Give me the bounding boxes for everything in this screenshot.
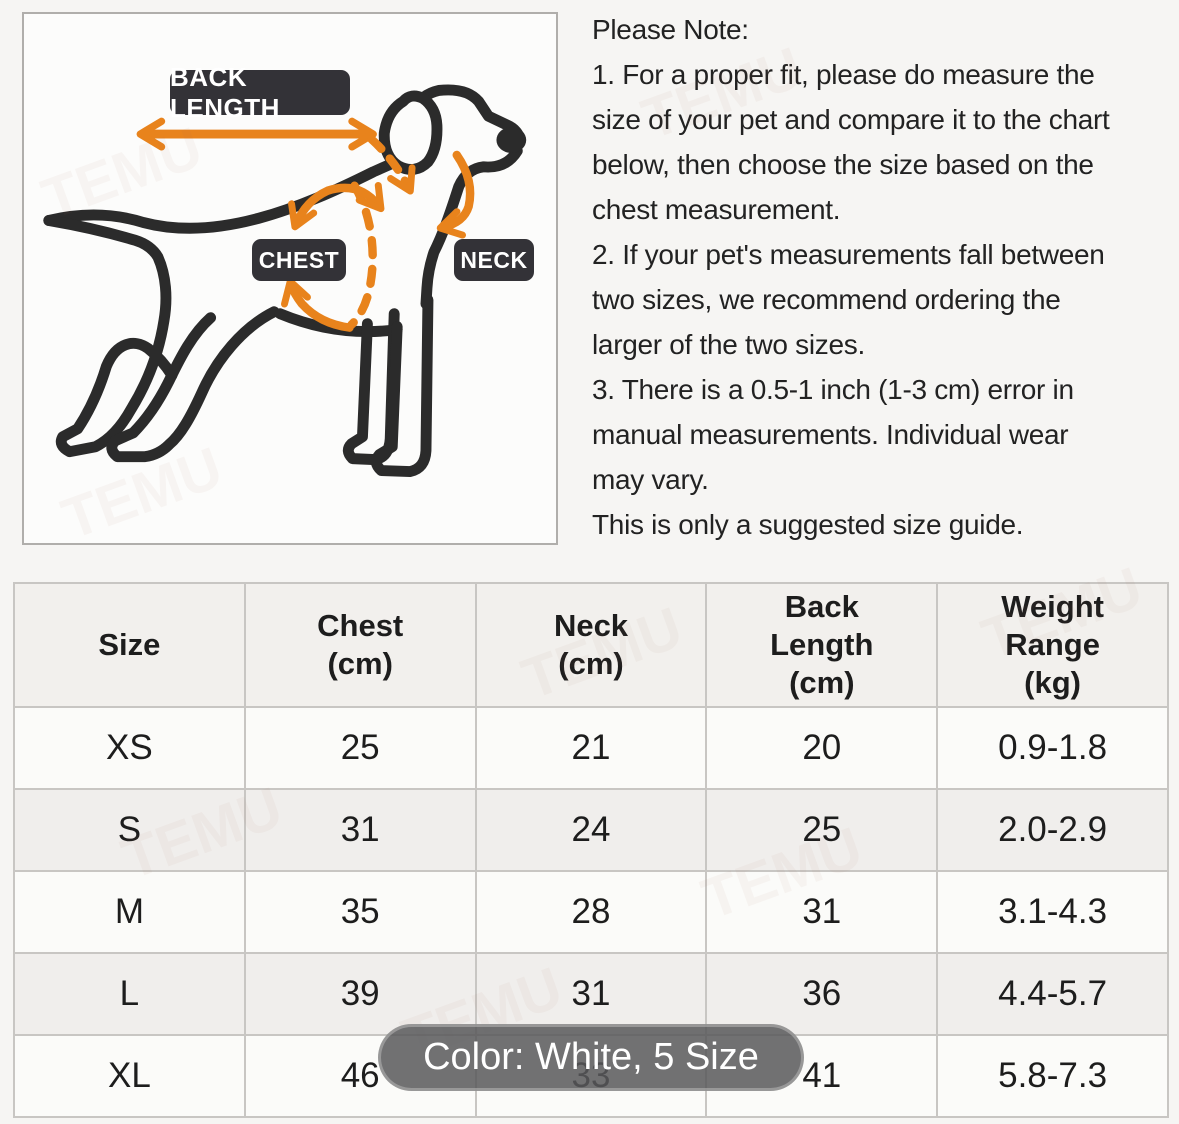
chest-girth-dashes (347, 181, 377, 329)
cell-chest: 39 (243, 952, 477, 1036)
cell-back-length: 25 (705, 788, 939, 872)
cell-chest: 31 (243, 788, 477, 872)
chest-label: CHEST (252, 239, 346, 281)
table-row: L 39 31 36 4.4-5.7 (13, 952, 1169, 1036)
notes-line: 3. There is a 0.5-1 inch (1-3 cm) error … (592, 374, 1074, 405)
notes-line: below, then choose the size based on the (592, 149, 1094, 180)
neck-girth-arrow (436, 150, 475, 239)
dog-diagram-svg (43, 84, 527, 477)
cell-weight: 2.0-2.9 (936, 788, 1169, 872)
notes-line: larger of the two sizes. (592, 329, 865, 360)
back-length-label: BACK LENGTH (170, 62, 350, 123)
color-size-caption-pill: Color: White, 5 Size (378, 1024, 804, 1091)
notes-line: 2. If your pet's measurements fall betwe… (592, 239, 1105, 270)
table-row: XS 25 21 20 0.9-1.8 (13, 706, 1169, 790)
notes-line: 1. For a proper fit, please do measure t… (592, 59, 1095, 90)
cell-weight: 0.9-1.8 (936, 706, 1169, 790)
cell-size: L (13, 952, 246, 1036)
col-header-weight: Weight Range (kg) (936, 582, 1169, 708)
cell-neck: 31 (474, 952, 708, 1036)
dog-nose (496, 127, 527, 153)
table-row: S 31 24 25 2.0-2.9 (13, 788, 1169, 872)
cell-chest: 25 (243, 706, 477, 790)
table-row: M 35 28 31 3.1-4.3 (13, 870, 1169, 954)
cell-back-length: 31 (705, 870, 939, 954)
measurement-arrows (136, 117, 475, 332)
notes-title: Please Note: (592, 14, 749, 45)
cell-weight: 4.4-5.7 (936, 952, 1169, 1036)
cell-neck: 21 (474, 706, 708, 790)
dog-ear (378, 90, 443, 175)
notes-line: may vary. (592, 464, 709, 495)
cell-size: XS (13, 706, 246, 790)
dog-measurement-diagram: BACK LENGTH CHEST NECK (22, 12, 558, 545)
cell-back-length: 20 (705, 706, 939, 790)
col-header-back-length: Back Length (cm) (705, 582, 939, 708)
cell-weight: 5.8-7.3 (936, 1034, 1169, 1118)
cell-size: M (13, 870, 246, 954)
color-size-caption-text: Color: White, 5 Size (423, 1036, 759, 1078)
col-header-chest: Chest (cm) (243, 582, 477, 708)
notes-line: manual measurements. Individual wear (592, 419, 1069, 450)
neck-label: NECK (454, 239, 534, 281)
chest-top-arrow (288, 181, 385, 231)
cell-weight: 3.1-4.3 (936, 870, 1169, 954)
col-header-neck: Neck (cm) (474, 582, 708, 708)
notes-line: chest measurement. (592, 194, 841, 225)
size-chart-table: Size Chest (cm) Neck (cm) Back Length (c… (13, 582, 1169, 1118)
notes-block: Please Note: 1. For a proper fit, please… (592, 7, 1178, 547)
cell-size: S (13, 788, 246, 872)
notes-line: two sizes, we recommend ordering the (592, 284, 1061, 315)
neck-girth-dashes (367, 134, 416, 195)
table-header-row: Size Chest (cm) Neck (cm) Back Length (c… (13, 582, 1169, 708)
cell-neck: 28 (474, 870, 708, 954)
dog-outline (43, 84, 525, 477)
cell-back-length: 36 (705, 952, 939, 1036)
notes-line: size of your pet and compare it to the c… (592, 104, 1110, 135)
cell-size: XL (13, 1034, 246, 1118)
cell-chest: 35 (243, 870, 477, 954)
notes-line: This is only a suggested size guide. (592, 509, 1024, 540)
col-header-size: Size (13, 582, 246, 708)
chest-bottom-arrow (280, 277, 354, 332)
cell-neck: 24 (474, 788, 708, 872)
